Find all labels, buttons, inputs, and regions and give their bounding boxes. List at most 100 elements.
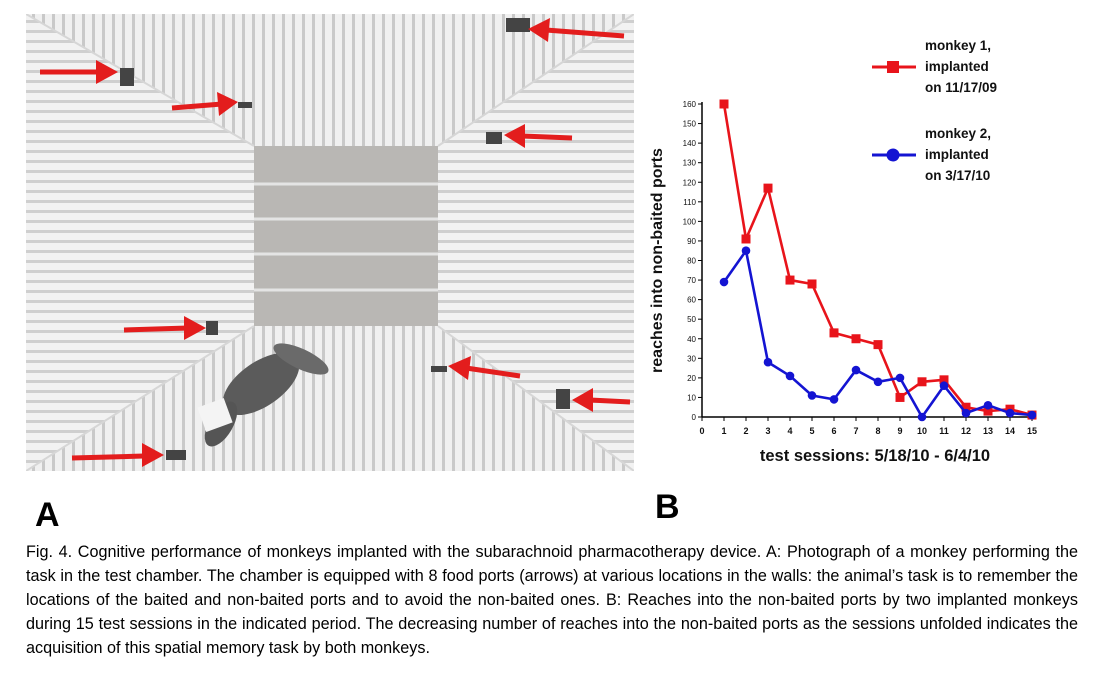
food-port (120, 68, 134, 86)
x-tick-label: 13 (983, 426, 993, 436)
right-wall (438, 14, 634, 471)
y-tick-label: 120 (683, 178, 697, 187)
x-tick-label: 8 (875, 426, 880, 436)
legend-label: implanted (925, 147, 989, 162)
series-line (722, 249, 1033, 419)
data-point (939, 375, 949, 385)
y-tick-label: 100 (683, 217, 697, 226)
data-point (785, 371, 795, 381)
food-port (166, 450, 186, 460)
x-tick-label: 5 (809, 426, 814, 436)
x-tick-label: 10 (917, 426, 927, 436)
food-port (238, 102, 252, 108)
x-tick-label: 7 (853, 426, 858, 436)
x-tick-label: 2 (743, 426, 748, 436)
x-tick-label: 6 (831, 426, 836, 436)
y-tick-label: 10 (687, 393, 696, 402)
x-tick-label: 3 (765, 426, 770, 436)
x-tick-label: 1 (721, 426, 726, 436)
y-axis: 0 10 20 30 40 50 60 70 80 90 100 110 120 130 140 150 160 (683, 100, 703, 422)
y-tick-label: 70 (687, 276, 696, 285)
y-tick-label: 140 (683, 139, 697, 148)
legend-label: implanted (925, 59, 989, 74)
food-port (486, 132, 502, 144)
y-tick-label: 50 (687, 315, 696, 324)
y-tick-label: 30 (687, 354, 696, 363)
y-tick-label: 0 (692, 413, 697, 422)
data-point (917, 412, 927, 422)
data-point (983, 400, 993, 410)
floor (26, 326, 634, 471)
x-tick-label: 11 (939, 426, 949, 436)
y-tick-label: 150 (683, 120, 697, 129)
port-arrows (40, 18, 631, 467)
legend-marker (886, 148, 900, 162)
x-tick-label: 14 (1005, 426, 1015, 436)
legend-item-2: monkey 2, implanted on 3/17/10 (872, 126, 991, 183)
data-point (1027, 410, 1037, 420)
legend: monkey 1, implanted on 11/17/09 monkey 2, im… (872, 38, 997, 183)
data-point (1005, 408, 1015, 418)
data-point (719, 277, 729, 287)
legend-label: monkey 2, (925, 126, 991, 141)
y-tick-label: 80 (687, 257, 696, 266)
panel-b-label: B (655, 488, 680, 526)
data-point (873, 377, 883, 387)
legend-marker (887, 61, 899, 73)
food-port (431, 366, 447, 372)
chamber-photo (26, 14, 634, 471)
x-axis-title: test sessions: 5/18/10 - 6/4/10 (760, 447, 990, 465)
figure-caption: Fig. 4. Cognitive performance of monkeys… (26, 543, 1078, 657)
x-tick-label: 0 (699, 426, 704, 436)
data-point (851, 334, 861, 344)
legend-label: on 11/17/09 (925, 80, 997, 95)
left-wall (26, 14, 254, 471)
x-tick-label: 9 (897, 426, 902, 436)
x-tick-label: 15 (1027, 426, 1037, 436)
data-point (961, 408, 971, 418)
chart: 0 10 20 30 40 50 60 70 80 90 100 110 120 130 140 150 160… (640, 20, 1080, 480)
data-point (829, 328, 839, 338)
y-axis-title: reaches into non-baited ports (649, 148, 666, 373)
legend-label: monkey 1, (925, 38, 991, 53)
food-port (506, 18, 530, 32)
data-point (961, 402, 971, 412)
legend-label: on 3/17/10 (925, 168, 990, 183)
x-tick-label: 4 (787, 426, 792, 436)
y-tick-label: 110 (683, 198, 696, 207)
legend-item-1: monkey 1, implanted on 11/17/09 (872, 38, 997, 95)
data-point (763, 357, 773, 367)
data-point (895, 373, 905, 383)
monkey-figure (197, 343, 329, 447)
data-point (895, 392, 905, 402)
data-point (807, 279, 817, 289)
series-1 (719, 99, 1037, 420)
food-port (556, 389, 570, 409)
data-point (719, 99, 729, 109)
data-point (785, 275, 795, 285)
series-2 (719, 246, 1037, 422)
y-tick-label: 60 (687, 296, 696, 305)
x-axis: 0 1 2 3 4 5 6 7 8 9 10 11 12 13 14 15 (699, 416, 1037, 436)
line-chart: 0102030405060708090100110120130140150160… (649, 38, 1037, 465)
data-point (807, 391, 817, 400)
data-point (851, 365, 861, 375)
panel-a-label: A (35, 496, 60, 534)
y-tick-label: 160 (683, 100, 697, 109)
data-point (829, 395, 839, 404)
data-point (939, 381, 949, 391)
y-tick-label: 90 (687, 237, 696, 246)
ceiling (26, 14, 634, 146)
y-tick-label: 20 (687, 374, 696, 383)
data-point (741, 234, 751, 244)
series-layer (719, 99, 1037, 422)
data-point (983, 406, 993, 416)
data-point (763, 183, 773, 193)
food-port (206, 321, 218, 335)
y-tick-label: 130 (683, 159, 697, 168)
data-point (873, 340, 883, 350)
data-point (917, 377, 927, 387)
x-tick-label: 12 (961, 426, 971, 436)
y-tick-label: 40 (687, 335, 696, 344)
data-point (741, 246, 751, 256)
